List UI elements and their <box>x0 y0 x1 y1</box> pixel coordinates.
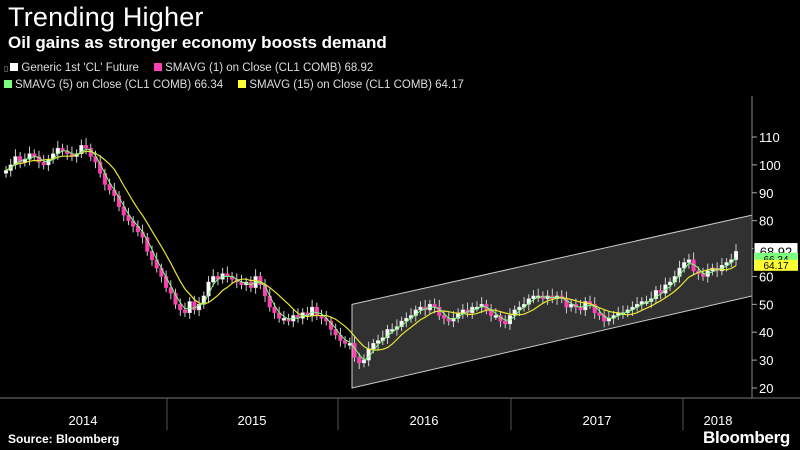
candle-body <box>84 145 89 149</box>
candle-body <box>126 214 131 221</box>
ma15-value-label: 64.17 <box>763 261 788 272</box>
legend: ▯ Generic 1st 'CL' Future SMAVG (1) on Cl… <box>4 60 564 94</box>
candle-body <box>197 304 202 311</box>
candle-body <box>27 153 32 160</box>
y-tick-label: 80 <box>759 214 773 229</box>
candle-body <box>460 309 465 313</box>
candle-icon: ▯ <box>4 64 9 73</box>
candle-body <box>333 329 338 336</box>
candle-body <box>531 295 536 300</box>
legend-item-ma15: SMAVG (15) on Close (CL1 COMB) 64.17 <box>238 77 464 94</box>
candle-body <box>3 170 9 174</box>
candle-body <box>79 145 84 154</box>
candle-body <box>206 281 211 297</box>
y-tick-label: 50 <box>759 297 773 312</box>
candle-body <box>493 315 498 318</box>
candle-body <box>376 340 381 344</box>
candle-body <box>404 318 409 322</box>
candle-body <box>503 320 508 325</box>
candle-body <box>724 262 729 266</box>
candle-body <box>686 259 691 263</box>
ma15-line <box>5 150 737 351</box>
candle-body <box>107 184 112 191</box>
y-tick-label: 100 <box>759 158 781 173</box>
candle-body <box>733 251 739 260</box>
legend-label: Generic 1st 'CL' Future <box>21 62 139 74</box>
x-tick-label: 2017 <box>583 413 612 428</box>
legend-label: SMAVG (15) on Close (CL1 COMB) <box>249 79 432 91</box>
candle-body <box>41 161 46 166</box>
x-tick-label: 2015 <box>238 413 267 428</box>
candle-body <box>668 281 673 286</box>
candle-body <box>517 306 522 311</box>
candle-body <box>182 309 188 313</box>
legend-swatch <box>154 63 163 71</box>
legend-label: SMAVG (5) on Close (CL1 COMB) <box>15 79 192 91</box>
candle-body <box>149 251 155 260</box>
legend-value: 64.17 <box>435 79 464 91</box>
ma15-value-tag <box>754 259 798 271</box>
chart-title: Trending Higher <box>8 2 204 32</box>
candle-body <box>192 301 197 311</box>
legend-value: 66.34 <box>194 79 224 91</box>
candle-body <box>371 343 376 350</box>
candle-body <box>343 340 348 344</box>
candle-body <box>13 156 18 166</box>
candle-body <box>569 304 574 308</box>
bloomberg-logo: Bloomberg <box>702 428 790 447</box>
legend-value: 68.92 <box>344 62 374 74</box>
x-tick-label: 2016 <box>410 413 439 428</box>
legend-label: SMAVG (1) on Close (CL1 COMB) <box>165 62 342 74</box>
legend-swatch <box>238 80 247 88</box>
ma5-line <box>5 148 737 361</box>
x-tick-label: 2018 <box>704 413 733 428</box>
legend-swatch <box>10 63 19 71</box>
candle-body <box>211 276 216 283</box>
candle-body <box>281 318 286 321</box>
y-tick-label: 60 <box>759 269 773 284</box>
x-tick-label: 2014 <box>69 413 98 428</box>
chart-subtitle: Oil gains as stronger economy boosts dem… <box>8 33 387 52</box>
y-tick-label: 90 <box>759 186 773 201</box>
y-tick-label: 110 <box>759 130 780 145</box>
ma5-value-tag <box>754 252 798 265</box>
candle-body <box>272 306 277 313</box>
candle-body <box>441 315 447 319</box>
y-tick-label: 40 <box>759 325 773 340</box>
candle-body <box>385 329 390 339</box>
candle-body <box>178 304 183 311</box>
candle-body <box>187 301 192 313</box>
candle-body <box>18 156 23 163</box>
candle-body <box>314 306 319 316</box>
candle-body <box>418 306 423 311</box>
candle-body <box>357 357 362 364</box>
candle-body <box>597 312 602 316</box>
legend-item-price: ▯ Generic 1st 'CL' Future <box>4 60 139 77</box>
legend-item-ma1: SMAVG (1) on Close (CL1 COMB) 68.92 <box>154 60 373 77</box>
source-note: Source: Bloomberg <box>8 432 120 446</box>
candle-body <box>682 262 687 269</box>
candle-body <box>159 267 164 277</box>
candle-body <box>602 315 607 322</box>
candle-body <box>512 309 517 316</box>
legend-swatch <box>4 80 12 88</box>
y-tick-label: 20 <box>759 381 773 396</box>
legend-item-ma5: SMAVG (5) on Close (CL1 COMB) 66.34 <box>4 77 223 94</box>
y-tick-label: 30 <box>759 353 773 368</box>
candle-body <box>653 290 658 300</box>
